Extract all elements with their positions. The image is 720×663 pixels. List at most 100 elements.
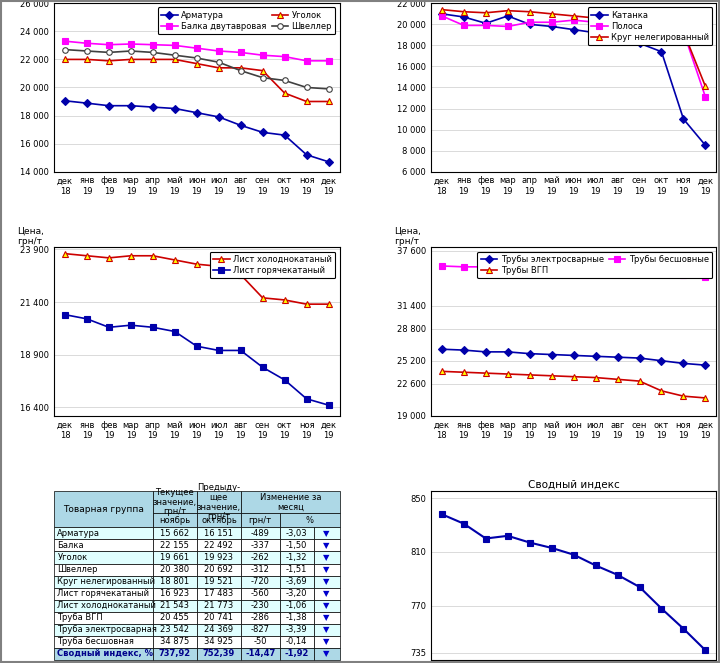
Трубы ВГП: [438, 367, 446, 375]
Text: -3,20: -3,20: [286, 589, 307, 598]
Bar: [279, 636, 314, 648]
Катанка: [526, 21, 534, 29]
Арматура: [192, 109, 201, 117]
Bar: [54, 564, 153, 575]
Трубы бесшовные: [526, 265, 534, 272]
Line: Трубы электросварные: Трубы электросварные: [439, 347, 708, 368]
Bar: [197, 624, 241, 636]
Bar: [279, 648, 314, 660]
Круг нелегированный: [679, 28, 688, 36]
Полоса: [438, 12, 446, 20]
Bar: [153, 636, 197, 648]
Трубы электросварные: [438, 345, 446, 353]
Трубы ВГП: [701, 394, 710, 402]
Круг нелегированный: [701, 82, 710, 90]
Line: Уголок: Уголок: [62, 56, 331, 104]
Трубы бесшовные: [635, 268, 644, 276]
Катанка: [459, 13, 468, 21]
Text: Сводный индекс, %: Сводный индекс, %: [58, 649, 153, 658]
Text: -1,50: -1,50: [286, 541, 307, 550]
Bar: [241, 636, 279, 648]
Bar: [279, 552, 314, 564]
Text: Круг нелегированный: Круг нелегированный: [58, 577, 156, 586]
Трубы бесшовные: [570, 265, 578, 273]
Трубы электросварные: [547, 351, 556, 359]
Швеллер: [104, 48, 113, 56]
Трубы ВГП: [635, 377, 644, 385]
Трубы электросварные: [591, 352, 600, 360]
Трубы бесшовные: [482, 263, 490, 271]
Text: 752,39: 752,39: [203, 649, 235, 658]
Круг нелегированный: [591, 14, 600, 22]
Text: октябрь: октябрь: [201, 516, 237, 524]
Text: -489: -489: [251, 529, 270, 538]
Text: 19 923: 19 923: [204, 553, 233, 562]
Bar: [54, 491, 153, 528]
Text: 16 923: 16 923: [160, 589, 189, 598]
Bar: [197, 648, 241, 660]
Bar: [279, 564, 314, 575]
Text: 20 380: 20 380: [160, 565, 189, 574]
Лист горячекатаный: [171, 328, 179, 335]
Bar: [314, 611, 340, 624]
Лист холоднокатаный: [127, 252, 135, 260]
Катанка: [438, 10, 446, 18]
Трубы электросварные: [635, 354, 644, 362]
Полоса: [613, 19, 622, 27]
Line: Лист холоднокатаный: Лист холоднокатаный: [62, 251, 331, 307]
Лист холоднокатаный: [148, 252, 157, 260]
Трубы электросварные: [503, 348, 512, 356]
Bar: [241, 552, 279, 564]
Арматура: [258, 129, 267, 137]
Line: Трубы бесшовные: Трубы бесшовные: [439, 263, 708, 279]
Швеллер: [236, 67, 245, 75]
Bar: [197, 575, 241, 587]
Балка двутавровая: [127, 40, 135, 48]
Катанка: [613, 34, 622, 42]
Legend: Трубы электросварные, Трубы ВГП, Трубы бесшовные: Трубы электросварные, Трубы ВГП, Трубы б…: [477, 251, 712, 278]
Text: Лист горячекатаный: Лист горячекатаный: [58, 589, 150, 598]
Text: -720: -720: [251, 577, 270, 586]
Bar: [197, 528, 241, 540]
Bar: [54, 599, 153, 611]
Title: Сводный индекс: Сводный индекс: [528, 479, 619, 489]
Трубы электросварные: [459, 346, 468, 354]
Text: Предыду-
щее
значение,
грн/т: Предыду- щее значение, грн/т: [197, 483, 241, 521]
Трубы ВГП: [547, 372, 556, 380]
Лист холоднокатаный: [60, 250, 69, 258]
Уголок: [280, 89, 289, 97]
Bar: [54, 552, 153, 564]
Bar: [241, 648, 279, 660]
Катанка: [570, 26, 578, 34]
Катанка: [635, 39, 644, 47]
Bar: [153, 513, 197, 528]
Text: Труба бесшовная: Труба бесшовная: [58, 637, 135, 646]
Text: 16 151: 16 151: [204, 529, 233, 538]
Text: Изменение за
месяц: Изменение за месяц: [259, 493, 321, 512]
Text: 22 155: 22 155: [160, 541, 189, 550]
Text: Швеллер: Швеллер: [58, 565, 98, 574]
Трубы бесшовные: [657, 269, 666, 277]
Text: -50: -50: [253, 637, 267, 646]
Text: -3,39: -3,39: [286, 625, 307, 634]
Text: 19 661: 19 661: [160, 553, 189, 562]
Швеллер: [148, 48, 157, 56]
Лист горячекатаный: [215, 347, 223, 355]
Bar: [241, 540, 279, 552]
Bar: [314, 552, 340, 564]
Трубы бесшовные: [438, 262, 446, 270]
Катанка: [679, 115, 688, 123]
Legend: Лист холоднокатаный, Лист горячекатаный: Лист холоднокатаный, Лист горячекатаный: [210, 251, 336, 278]
Трубы электросварные: [526, 349, 534, 357]
Полоса: [482, 21, 490, 29]
Круг нелегированный: [570, 12, 578, 20]
Арматура: [280, 131, 289, 139]
Швеллер: [192, 54, 201, 62]
Уголок: [171, 56, 179, 64]
Line: Лист горячекатаный: Лист горячекатаный: [62, 312, 331, 408]
Лист холоднокатаный: [192, 260, 201, 268]
Уголок: [104, 57, 113, 65]
Балка двутавровая: [148, 40, 157, 48]
Text: -1,32: -1,32: [286, 553, 307, 562]
Трубы ВГП: [570, 373, 578, 381]
